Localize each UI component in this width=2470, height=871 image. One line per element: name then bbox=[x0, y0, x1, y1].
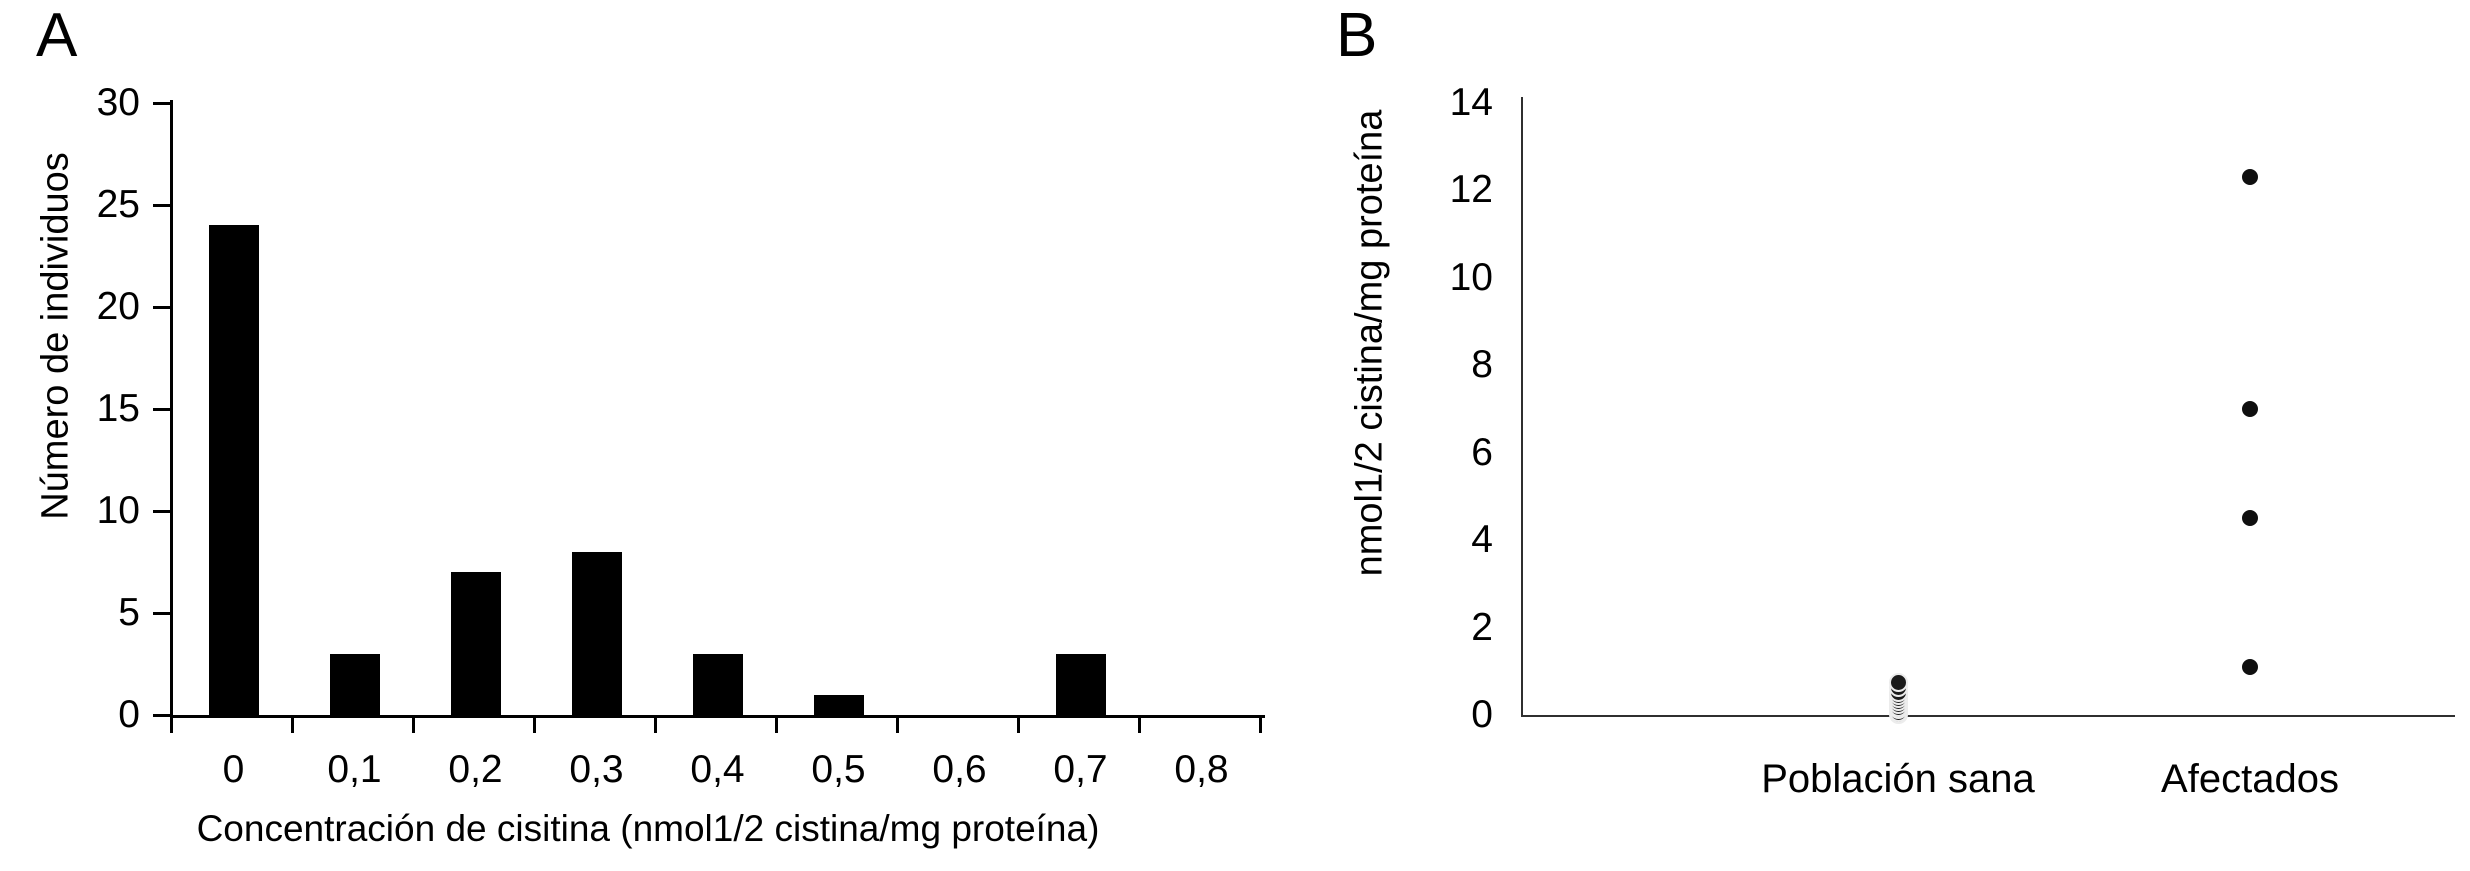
data-point-afectados bbox=[2241, 657, 2259, 676]
panel-b-y-tick-label: 2 bbox=[1471, 605, 1493, 649]
bar-0,4 bbox=[692, 653, 743, 715]
bar-0,2 bbox=[450, 572, 501, 715]
panel-b-x-axis bbox=[1521, 715, 2455, 717]
panel-a-x-tick bbox=[533, 718, 536, 733]
panel-a-y-tick bbox=[153, 714, 170, 717]
panel-b-y-tick-label: 14 bbox=[1449, 80, 1493, 124]
panel-a-x-tick-label: 0,5 bbox=[811, 748, 866, 791]
panel-a-x-tick bbox=[1138, 718, 1141, 733]
panel-b-y-axis bbox=[1521, 97, 1523, 717]
data-point-afectados bbox=[2241, 509, 2259, 528]
panel-a-y-tick-label: 5 bbox=[118, 591, 140, 634]
bar-0,3 bbox=[571, 551, 622, 715]
panel-b-letter: B bbox=[1336, 1, 1378, 70]
panel-a-x-tick bbox=[412, 718, 415, 733]
panel-a-y-tick-label: 25 bbox=[96, 183, 140, 226]
panel-a-x-tick bbox=[896, 718, 899, 733]
panel-a-x-tick-label: 0,2 bbox=[448, 748, 503, 791]
bar-0,5 bbox=[813, 694, 864, 715]
data-point-afectados bbox=[2241, 167, 2259, 186]
panel-a-y-tick-label: 20 bbox=[96, 285, 140, 328]
panel-b-y-tick-label: 4 bbox=[1471, 518, 1493, 561]
panel-a-y-axis bbox=[170, 100, 173, 718]
bar-0,7 bbox=[1055, 653, 1106, 715]
panel-a-x-tick bbox=[291, 718, 294, 733]
panel-b-y-tick-label: 6 bbox=[1471, 430, 1493, 474]
category-label-poblacion-sana: Población sana bbox=[1761, 757, 2035, 801]
panel-a-y-tick bbox=[153, 102, 170, 105]
panel-a-x-tick bbox=[170, 718, 173, 733]
panel-b-y-tick-label: 8 bbox=[1471, 343, 1493, 386]
panel-b-y-axis-title: nmol1/2 cistina/mg proteína bbox=[1348, 109, 1391, 577]
panel-a-x-tick-label: 0,4 bbox=[690, 748, 745, 791]
panel-a-x-axis-title: Concentración de cisitina (nmol1/2 cisti… bbox=[196, 808, 1100, 849]
panel-a-y-tick-label: 0 bbox=[118, 693, 140, 736]
panel-a-y-tick bbox=[153, 612, 170, 615]
bar-0 bbox=[208, 225, 259, 715]
category-label-afectados: Afectados bbox=[2161, 757, 2339, 801]
panel-a-x-tick-label: 0 bbox=[222, 748, 245, 791]
panel-a-y-tick bbox=[153, 306, 170, 309]
panel-a-x-tick-label: 0,3 bbox=[569, 748, 624, 791]
panel-a-x-tick-label: 0,8 bbox=[1174, 748, 1229, 791]
panel-a-y-tick bbox=[153, 204, 170, 207]
panel-a-letter: A bbox=[36, 1, 78, 70]
panel-a-y-tick bbox=[153, 510, 170, 513]
data-point-afectados bbox=[2241, 399, 2259, 418]
panel-a-y-tick-label: 10 bbox=[96, 489, 140, 532]
panel-a-x-tick-label: 0,6 bbox=[932, 748, 987, 791]
panel-b-y-tick-label: 12 bbox=[1449, 168, 1493, 211]
panel-a-x-tick bbox=[775, 718, 778, 733]
panel-b-y-tick-label: 10 bbox=[1449, 255, 1493, 299]
panel-a-y-tick bbox=[153, 408, 170, 411]
panel-a-x-tick-label: 0,1 bbox=[327, 748, 382, 791]
bar-0,1 bbox=[329, 653, 380, 715]
panel-a-x-tick bbox=[1017, 718, 1020, 733]
panel-a-x-axis bbox=[170, 715, 1265, 718]
panel-a-x-tick bbox=[654, 718, 657, 733]
panel-a-y-tick-label: 15 bbox=[96, 387, 140, 430]
panel-a-x-tick-label: 0,7 bbox=[1053, 748, 1108, 791]
panel-a-x-tick bbox=[1259, 718, 1262, 733]
data-point-poblacion-sana bbox=[1888, 672, 1908, 692]
panel-a-y-tick-label: 30 bbox=[96, 81, 140, 124]
panel-b-y-tick-label: 0 bbox=[1471, 693, 1493, 736]
